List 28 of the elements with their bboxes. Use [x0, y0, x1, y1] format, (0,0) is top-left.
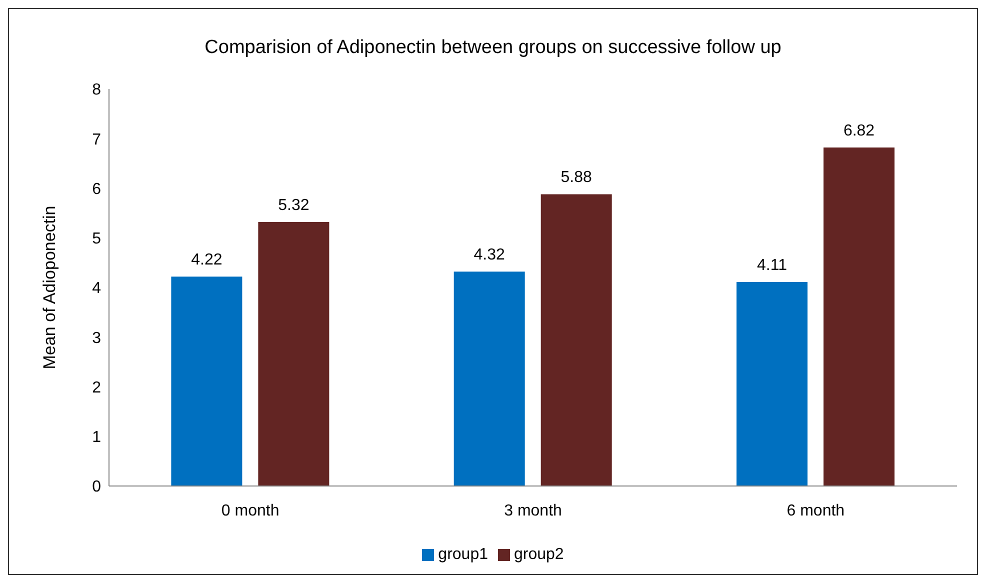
data-label: 5.88 [560, 169, 592, 186]
bar [454, 272, 525, 486]
y-tick-label: 8 [92, 82, 102, 99]
data-label: 4.22 [191, 252, 222, 269]
bar [540, 194, 612, 486]
data-label: 4.11 [757, 257, 788, 274]
y-tick-label: 2 [92, 379, 102, 396]
legend-label: group2 [514, 546, 564, 563]
bar [824, 148, 895, 486]
data-label: 6.82 [843, 122, 875, 140]
chart-title: Comparision of Adiponectin between groups on successive follow up [204, 37, 782, 59]
bar [171, 276, 242, 486]
bar [736, 282, 808, 486]
y-tick-label: 0 [92, 478, 102, 496]
y-tick-label: 3 [92, 330, 102, 347]
y-tick-label: 6 [92, 180, 102, 198]
x-tick-label: 6 month [786, 502, 845, 520]
y-tick-label: 7 [92, 131, 102, 148]
data-label: 4.32 [474, 246, 506, 264]
legend-label: group1 [438, 546, 488, 563]
y-tick-label: 1 [92, 429, 102, 446]
x-tick-label: 0 month [221, 502, 280, 520]
bar [258, 222, 330, 486]
x-tick-label: 3 month [504, 502, 562, 520]
y-axis-title: Mean of Adioponectin [40, 206, 60, 370]
y-tick-label: 4 [92, 280, 102, 298]
y-tick-label: 5 [92, 230, 102, 248]
data-label: 5.32 [278, 196, 310, 214]
